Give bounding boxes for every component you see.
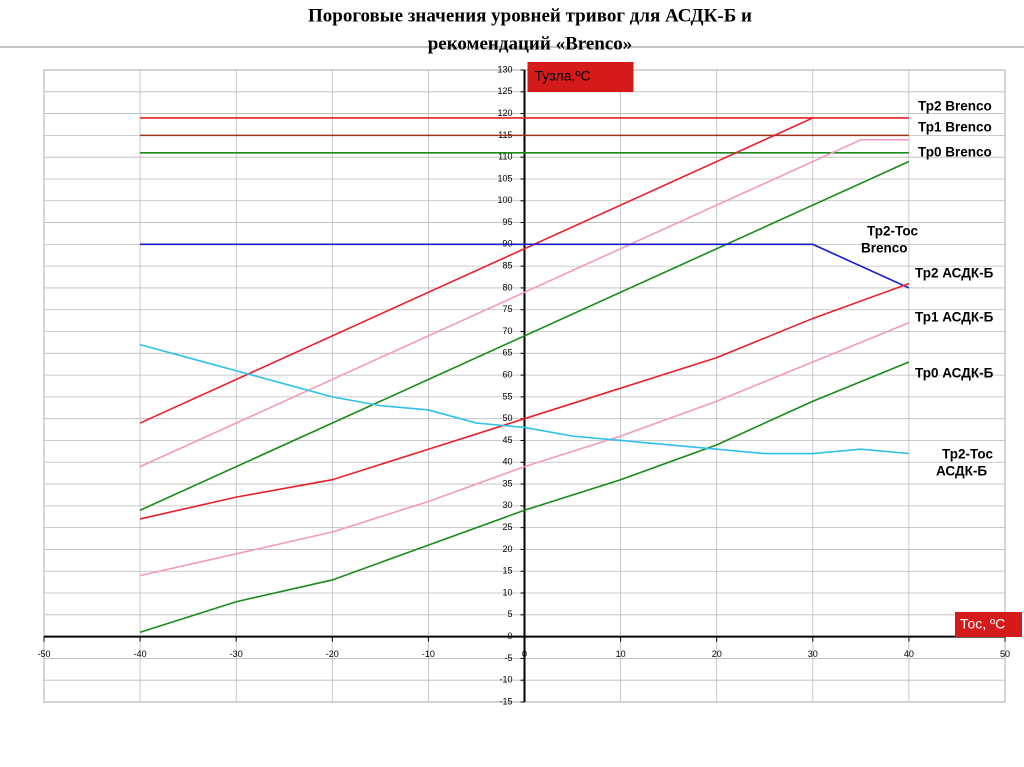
x-tick-label: 40: [904, 649, 914, 659]
series-line: [139, 282, 910, 520]
x-tick-label: -40: [134, 649, 147, 659]
series-line: [140, 243, 910, 289]
series-line: [139, 117, 814, 424]
x-tick-label: 30: [808, 649, 818, 659]
y-tick-label: 70: [502, 326, 512, 336]
y-tick-label: 75: [502, 304, 512, 314]
x-axis-title-box: [955, 612, 1022, 637]
x-tick-label: 20: [712, 649, 722, 659]
x-tick-label: -30: [230, 649, 243, 659]
series-line: [139, 160, 910, 511]
y-tick-label: 10: [502, 587, 512, 597]
y-tick-label: 30: [502, 500, 512, 510]
y-tick-label: 15: [502, 566, 512, 576]
y-tick-label: -5: [504, 653, 512, 663]
y-tick-label: 25: [502, 522, 512, 532]
y-tick-label: 65: [502, 348, 512, 358]
y-tick-label: 40: [502, 457, 512, 467]
series-label: Тр2-Тос: [867, 224, 918, 239]
series-label: Тр2 Brenco: [918, 99, 992, 114]
y-tick-label: 105: [497, 173, 512, 183]
chart-title: рекомендаций «Brenco»: [428, 33, 633, 54]
y-tick-label: 110: [498, 152, 512, 162]
series-label: Тр0 Brenco: [918, 145, 992, 160]
y-tick-label: 85: [502, 261, 512, 271]
x-tick-label: -50: [37, 649, 50, 659]
y-tick-label: 130: [497, 64, 512, 74]
y-tick-label: 60: [502, 369, 512, 379]
x-tick-label: 10: [616, 649, 626, 659]
series-label: Тр1 Brenco: [918, 120, 992, 135]
series-label: Тр1 АСДК-Б: [915, 310, 994, 325]
series-label: Тр2 АСДК-Б: [915, 266, 994, 281]
y-tick-label: -10: [499, 675, 512, 685]
series-line: [139, 343, 909, 455]
series-line: [139, 322, 910, 577]
series-label: Тр0 АСДК-Б: [915, 366, 994, 381]
y-tick-label: 100: [497, 195, 512, 205]
y-axis-title: Тузла,ºС: [535, 68, 591, 84]
y-tick-label: 20: [502, 544, 512, 554]
y-tick-label: 35: [502, 478, 512, 488]
y-tick-label: 95: [502, 217, 512, 227]
y-tick-label: 45: [502, 435, 512, 445]
series-line: [139, 138, 909, 468]
x-axis-title: Тос, ºС: [960, 616, 1005, 632]
y-tick-label: 80: [502, 282, 512, 292]
x-tick-label: -10: [422, 649, 435, 659]
chart-title: Пороговые значения уровней тривог для АС…: [308, 5, 752, 26]
series-label: Тр2-Тос: [942, 447, 993, 462]
series-line: [139, 361, 910, 634]
y-tick-label: 55: [502, 391, 512, 401]
y-tick-label: -15: [499, 696, 512, 706]
y-tick-label: 125: [497, 86, 512, 96]
x-tick-label: 50: [1000, 649, 1010, 659]
y-tick-label: 5: [507, 609, 512, 619]
y-tick-label: 50: [502, 413, 512, 423]
y-tick-label: 120: [497, 108, 512, 118]
series-label: АСДК-Б: [936, 464, 987, 479]
y-axis-title-box: [527, 62, 634, 92]
x-tick-label: -20: [326, 649, 339, 659]
series-label: Brenco: [861, 241, 908, 256]
